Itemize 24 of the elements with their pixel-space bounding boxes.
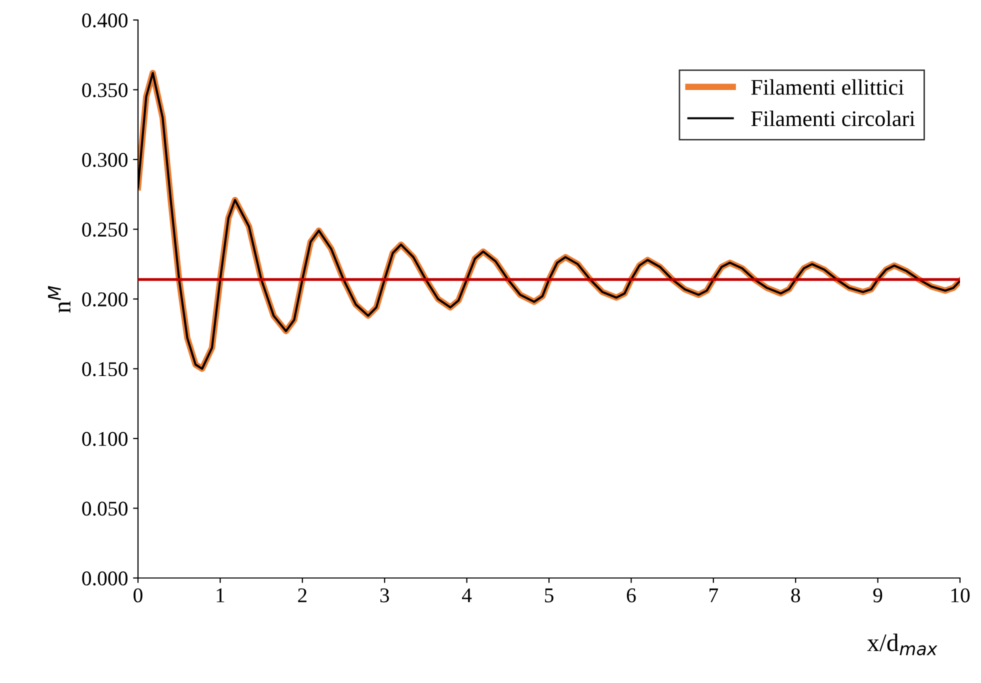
x-tick-label: 7 <box>710 588 718 602</box>
x-tick-label: 4 <box>462 588 472 602</box>
y-tick-label: 0.000 <box>82 571 128 586</box>
x-tick-label: 6 <box>626 588 636 602</box>
y-tick-label: 0.400 <box>82 13 128 28</box>
y-tick-label: 0.100 <box>82 432 128 446</box>
y-axis-title: n$^{M}$ <box>48 286 70 313</box>
x-tick-label: 10 <box>951 588 970 602</box>
x-tick-label: 2 <box>298 588 306 602</box>
x-axis-title: x/d$_{max}$ <box>867 634 938 656</box>
legend-label: Filamenti ellittici <box>751 79 904 95</box>
y-tick-label: 0.150 <box>82 362 128 376</box>
y-tick-label: 0.300 <box>82 152 128 168</box>
x-tick-label: 0 <box>134 588 142 602</box>
x-tick-label: 5 <box>545 588 554 602</box>
x-tick-label: 8 <box>791 588 800 602</box>
y-tick-label: 0.350 <box>82 83 128 98</box>
y-tick-label: 0.250 <box>82 222 128 237</box>
x-tick-label: 3 <box>380 588 389 602</box>
x-tick-label: 9 <box>873 588 882 602</box>
x-tick-label: 1 <box>216 588 224 602</box>
y-tick-label: 0.200 <box>82 292 128 307</box>
y-tick-label: 0.050 <box>82 502 128 516</box>
legend-label: Filamenti circolari <box>751 110 915 126</box>
